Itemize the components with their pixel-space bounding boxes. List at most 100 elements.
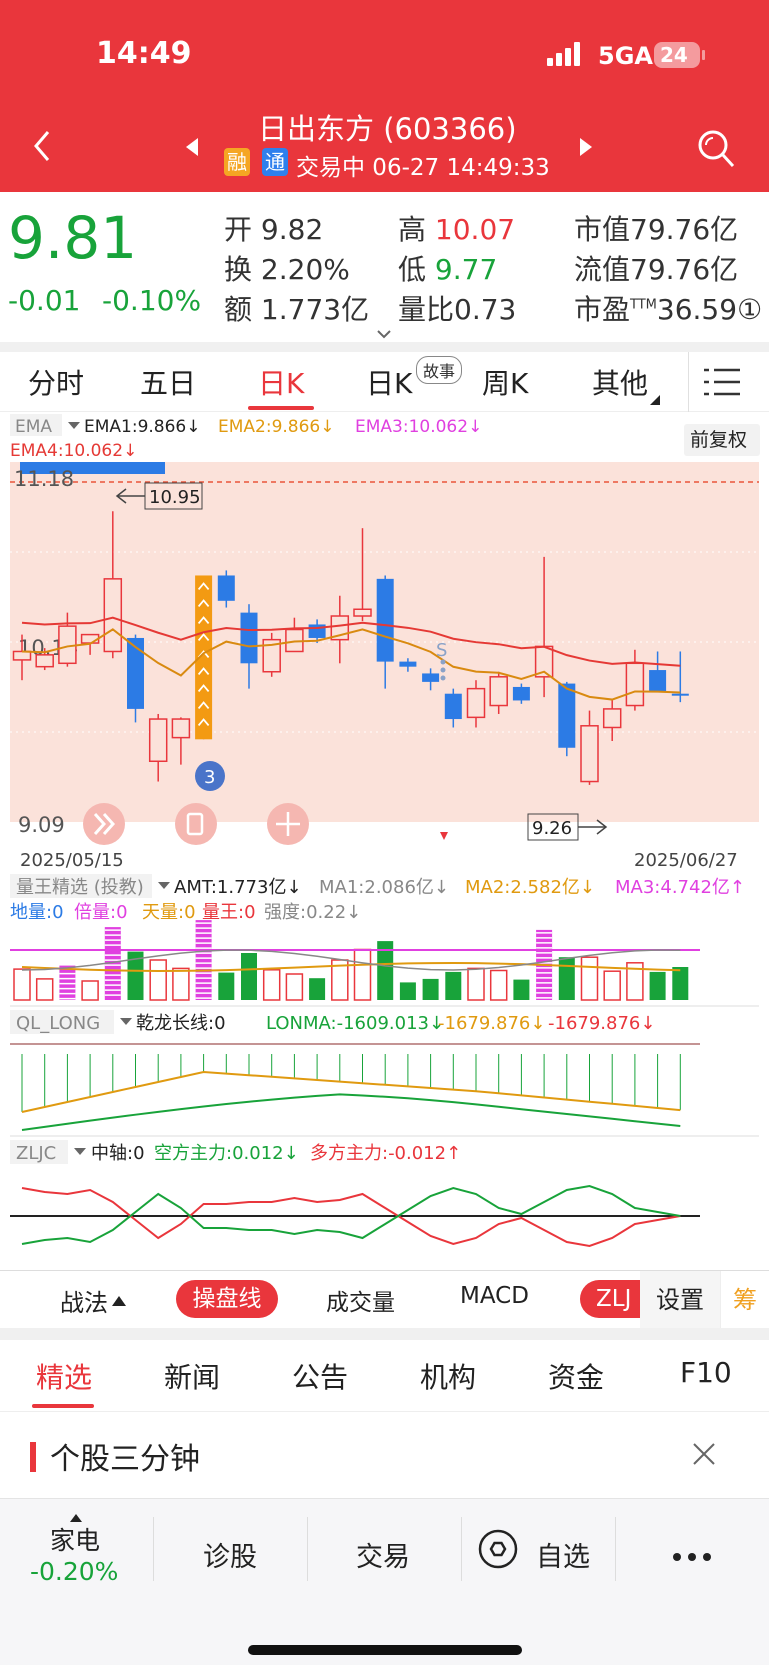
indicator-settings-button[interactable]: 设置 [640, 1271, 720, 1329]
news-tab-indicator [32, 1404, 94, 1408]
sector-name[interactable]: 家电 [50, 1526, 101, 1555]
next-stock-icon[interactable] [578, 138, 592, 156]
candle-body [649, 670, 667, 693]
volume-bar-highlight [195, 920, 212, 1000]
ema-lines [21, 616, 681, 701]
volume-bar-up [467, 967, 485, 1001]
volume-bar-highlight [59, 965, 76, 1000]
vol-amt: AMT:1.773亿↓ [174, 877, 302, 898]
volume-bar-up [353, 948, 372, 1001]
zljc-long-line [21, 1187, 681, 1248]
indicator-volume-button[interactable]: 成交量 [326, 1290, 395, 1316]
tab-featured[interactable]: 精选 [36, 1361, 93, 1394]
back-icon[interactable] [28, 126, 58, 166]
chevron-mark [197, 718, 210, 727]
trade-button[interactable]: 交易 [356, 1542, 410, 1573]
volume-bar-up [81, 980, 99, 1001]
tab-f10[interactable]: F10 [680, 1356, 732, 1389]
search-icon[interactable] [696, 128, 736, 170]
home-indicator [248, 1645, 522, 1655]
section-accent-bar [30, 1442, 36, 1472]
expand-chevron-icon[interactable] [376, 326, 392, 339]
watchlist-hex-icon[interactable] [478, 1529, 518, 1569]
indicator-macd-button[interactable]: MACD [460, 1283, 529, 1309]
ema-indicator-name[interactable]: EMA [15, 417, 52, 437]
prev-stock-icon[interactable] [186, 138, 200, 156]
lonma-line [21, 1093, 681, 1131]
tab-intraday[interactable]: 分时 [28, 367, 85, 400]
tab-announcements[interactable]: 公告 [292, 1361, 349, 1394]
ql-value-c: -1679.876↓ [438, 1013, 545, 1034]
rotate-screen-icon[interactable] [175, 803, 217, 845]
pe-info-mark[interactable]: ① [737, 293, 763, 326]
volume-bar-down [649, 971, 666, 1000]
volume-bar-down [422, 978, 439, 1000]
date-start: 2025/05/15 [20, 850, 124, 871]
vol-indicator-name[interactable]: 量王精选 (投教) [16, 877, 144, 898]
indicator-toolbar: 战法 操盘线 成交量 MACD ZLJ 设置 筹 [0, 1270, 769, 1329]
volume-bar-down [672, 967, 689, 1000]
candle-body [262, 638, 281, 673]
vol-dilian: 地量:0 [10, 902, 64, 923]
candle-body [625, 662, 645, 707]
ema4-value: EMA4:10.062↓ [10, 441, 137, 461]
candle-body [353, 608, 372, 617]
volume-bar-up [285, 973, 304, 1001]
volume-bar-down [513, 979, 530, 1000]
zljc-indicator-name[interactable]: ZLJC [16, 1143, 56, 1164]
candle-body [376, 578, 394, 662]
candle-body [466, 687, 486, 719]
volume-bar-up [149, 959, 167, 1001]
story-badge: 故事 [416, 356, 463, 384]
price-change: -0.01 [8, 284, 81, 317]
tab-daily-k-story[interactable]: 日K [366, 367, 413, 400]
high-value: 10.07 [434, 213, 516, 246]
watchlist-button[interactable]: 自选 [536, 1542, 590, 1573]
candle-body [399, 661, 417, 667]
battery-level: 24 [660, 43, 688, 67]
tab-institutions[interactable]: 机构 [420, 1361, 477, 1394]
volume-bar-up [13, 968, 31, 1001]
volume-bar-up [262, 969, 281, 1001]
tab-other[interactable]: 其他 [592, 367, 649, 400]
app-header: 14:49 5GA 24 日出东方 (603366) 融 通 交易中 06-27… [0, 0, 769, 192]
dropdown-corner-icon [650, 390, 660, 405]
pe-label: 市盈 [574, 293, 631, 326]
stock-title: 日出东方 (603366) [258, 112, 517, 146]
ql-indicator-name[interactable]: QL_LONG [16, 1013, 100, 1034]
chip-distribution-button[interactable]: 筹 [720, 1271, 769, 1329]
tab-news[interactable]: 新闻 [164, 1361, 221, 1394]
tab-five-day[interactable]: 五日 [140, 367, 197, 400]
candle-body [103, 578, 123, 653]
kline-chart-area[interactable]: EMA EMA1:9.866↓ EMA2:9.866↓ EMA3:10.062↓… [0, 412, 769, 1270]
volume-bar-down [127, 951, 144, 1000]
vol-ma1: MA1:2.086亿↓ [319, 877, 449, 898]
vol-ma2-line [21, 962, 681, 972]
candle-body [148, 718, 168, 763]
ema-slow-line [21, 616, 681, 667]
tab-capital[interactable]: 资金 [548, 1361, 605, 1394]
chart-settings-list-icon[interactable] [704, 366, 740, 398]
ema-dropdown-icon[interactable] [68, 422, 80, 429]
kline-chart-svg[interactable]: EMA EMA1:9.866↓ EMA2:9.866↓ EMA3:10.062↓… [0, 412, 769, 1270]
close-icon[interactable] [692, 1442, 716, 1466]
zljc-long: 多方主力:-0.012↑ [310, 1143, 461, 1164]
indicator-caopan-button[interactable]: 操盘线 [176, 1280, 278, 1318]
vol-qiangdu: 强度:0.22↓ [264, 902, 361, 923]
ema1-value: EMA1:9.866↓ [84, 417, 201, 437]
candle-body [558, 683, 576, 748]
section-title: 个股三分钟 [50, 1442, 200, 1477]
candle-body [240, 612, 258, 664]
zljc-short-line [21, 1184, 681, 1245]
float-mcap-value: 79.76亿 [630, 253, 739, 286]
pe-sup: TTM [630, 297, 657, 313]
tab-daily-k[interactable]: 日K [258, 367, 305, 400]
diagnose-button[interactable]: 诊股 [203, 1542, 257, 1573]
zhanfa-button[interactable]: 战法 [60, 1289, 108, 1317]
last-price: 9.81 [8, 204, 138, 272]
tab-weekly-k[interactable]: 周K [482, 367, 529, 400]
more-icon[interactable] [672, 1547, 712, 1561]
volume-bar-up [172, 967, 190, 1001]
adjust-button[interactable]: 前复权 [690, 429, 747, 451]
low-label: 低 [398, 253, 427, 286]
